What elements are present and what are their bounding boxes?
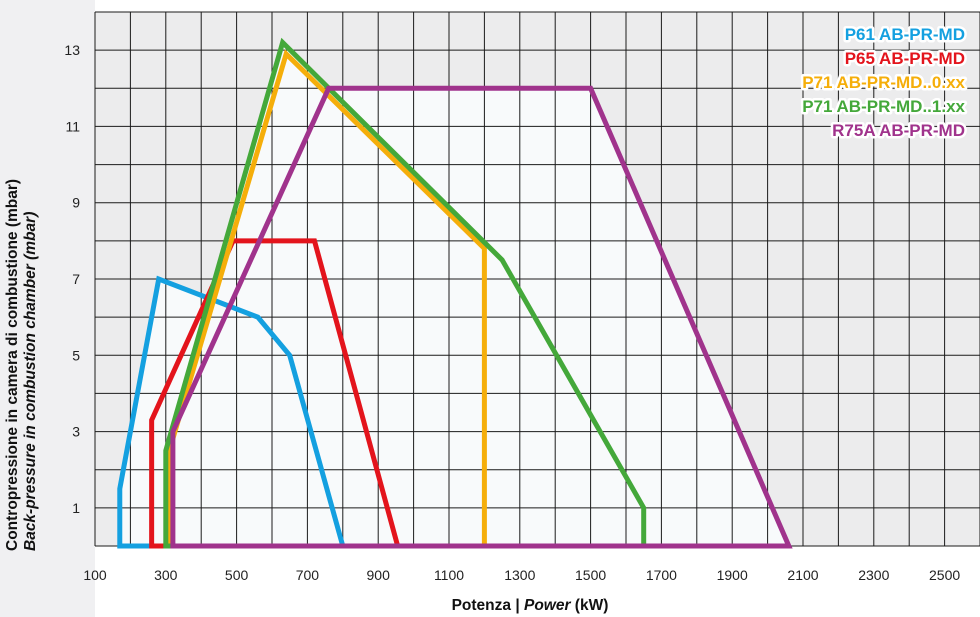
legend-label: P71 AB-PR-MD..1.xx	[802, 97, 965, 116]
y-axis-label-english: Back-pressure in combustion chamber (mba…	[22, 211, 39, 551]
y-tick-label: 9	[72, 195, 80, 211]
y-axis-label: Contropressione in camera di combustione…	[4, 178, 21, 551]
y-tick-label: 5	[72, 347, 80, 363]
legend-label: R75A AB-PR-MD	[832, 121, 965, 140]
legend-label-halo: P61 AB-PR-MD	[845, 25, 965, 44]
x-tick-label: 1100	[434, 567, 464, 583]
x-tick-label: 500	[225, 567, 249, 583]
x-axis-label-unit: (kW)	[570, 597, 609, 614]
x-tick-label: 900	[367, 567, 391, 583]
x-tick-label: 700	[296, 567, 320, 583]
x-tick-label: 1300	[504, 567, 535, 583]
series-line-4	[170, 85, 793, 549]
x-axis-label-english: Power	[523, 597, 571, 614]
legend-label: P61 AB-PR-MD	[845, 25, 965, 44]
y-tick-label: 11	[65, 118, 80, 134]
legend-label: P65 AB-PR-MD	[845, 49, 965, 68]
x-tick-label: 1900	[717, 567, 748, 583]
series-lines	[117, 37, 793, 549]
x-tick-label: 2500	[929, 567, 960, 583]
left-band	[0, 0, 95, 617]
legend-label-halo: P71 AB-PR-MD..0.xx	[802, 73, 965, 92]
tick-labels: 100 300 500 700 900 1100 1300 1500 1700 1900 2100 2…	[64, 42, 960, 583]
x-tick-label: 2300	[858, 567, 889, 583]
legend-label: P71 AB-PR-MD..0.xx	[802, 73, 965, 92]
x-tick-label: 300	[154, 567, 178, 583]
y-tick-label: 7	[72, 271, 80, 287]
x-axis-label: Potenza | Power (kW)	[0, 597, 980, 615]
y-tick-label: 3	[72, 424, 80, 440]
x-tick-label: 2100	[787, 567, 818, 583]
legend-label-halo: P71 AB-PR-MD..1.xx	[802, 97, 965, 116]
legend-label-halo: R75A AB-PR-MD	[832, 121, 965, 140]
legend-label-halo: P65 AB-PR-MD	[845, 49, 965, 68]
y-tick-label: 13	[64, 42, 80, 58]
x-tick-label: 100	[83, 567, 107, 583]
x-axis-label-separator: |	[511, 597, 524, 614]
x-tick-label: 1700	[646, 567, 677, 583]
x-tick-label: 1500	[575, 567, 606, 583]
y-tick-label: 1	[72, 500, 80, 516]
x-axis-label-italian: Potenza	[451, 597, 512, 614]
